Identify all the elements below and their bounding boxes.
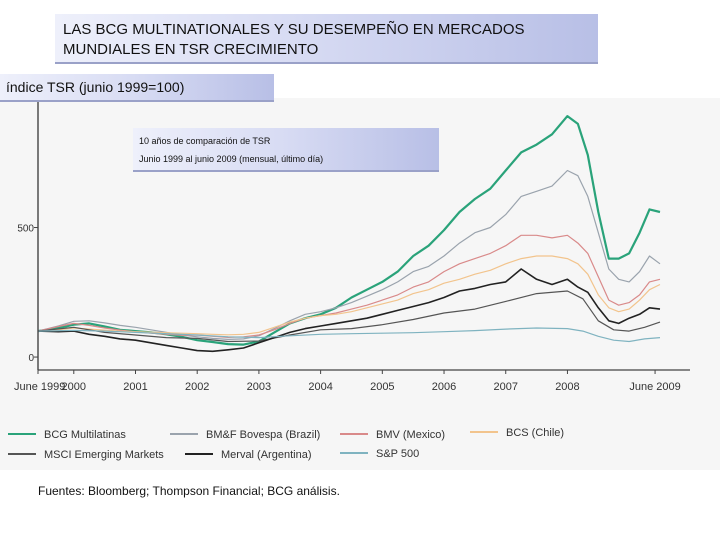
x-tick-label: June 1999 [14, 381, 65, 393]
chart-title-line2: MUNDIALES EN TSR CRECIMIENTO [63, 41, 319, 58]
legend-label-bmv-mexico: BMV (Mexico) [376, 429, 445, 441]
legend-label-bcg-multilatinas: BCG Multilatinas [44, 429, 126, 441]
legend-label-s-p-500: S&P 500 [376, 448, 419, 460]
x-tick-label: 2004 [308, 381, 332, 393]
y-tick-label: 500 [17, 224, 34, 235]
series-line-s-p-500 [37, 327, 661, 343]
x-tick-label: 2007 [493, 381, 517, 393]
title-banner: LAS BCG MULTINATIONALES Y SU DESEMPEÑO E… [55, 14, 598, 64]
x-tick-label: 2001 [123, 381, 147, 393]
y-axis-label: índice TSR (junio 1999=100) [0, 74, 274, 102]
x-tick-label: 2000 [62, 381, 86, 393]
legend-label-bcs-chile: BCS (Chile) [506, 427, 564, 439]
subtitle-line2: Junio 1999 al junio 2009 (mensual, últim… [139, 154, 324, 164]
x-tick-label: 2002 [185, 381, 209, 393]
legend-label-merval-argentina: Merval (Argentina) [221, 449, 311, 461]
x-tick-label: 2005 [370, 381, 394, 393]
series-line-merval-argentina [37, 268, 661, 353]
series-line-bm-f-bovespa-brazil [37, 169, 661, 340]
series-line-msci-emerging-markets [37, 290, 661, 343]
x-tick-label: June 2009 [629, 381, 680, 393]
legend-label-bm-f-bovespa-brazil: BM&F Bovespa (Brazil) [206, 429, 320, 441]
y-tick-label: 0 [28, 353, 34, 364]
sources-note: Fuentes: Bloomberg; Thompson Financial; … [38, 484, 340, 498]
chart-title-line1: LAS BCG MULTINATIONALES Y SU DESEMPEÑO E… [63, 21, 525, 38]
legend-label-msci-emerging-markets: MSCI Emerging Markets [44, 449, 164, 461]
subtitle-line1: 10 años de comparación de TSR [139, 136, 271, 146]
series-line-bcs-chile [37, 255, 661, 336]
x-tick-label: 2006 [432, 381, 456, 393]
x-tick-label: 2008 [555, 381, 579, 393]
x-tick-label: 2003 [247, 381, 271, 393]
subtitle-banner: 10 años de comparación de TSR Junio 1999… [133, 128, 439, 172]
